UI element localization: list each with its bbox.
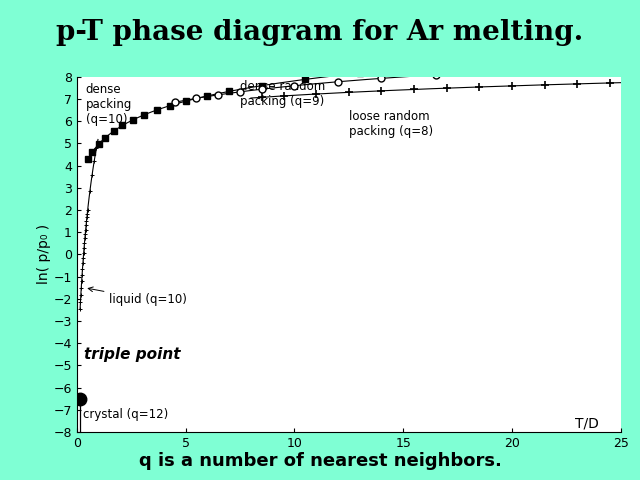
Text: dense
packing
(q=10): dense packing (q=10) (86, 84, 132, 126)
Y-axis label: ln( p/p₀ ): ln( p/p₀ ) (36, 224, 51, 285)
Text: q is a number of nearest neighbors.: q is a number of nearest neighbors. (139, 452, 501, 470)
Text: loose random
packing (q=8): loose random packing (q=8) (349, 110, 433, 138)
Text: liquid (q=10): liquid (q=10) (88, 287, 188, 306)
Text: T/D: T/D (575, 416, 599, 430)
Text: triple point: triple point (84, 347, 181, 362)
Text: crystal (q=12): crystal (q=12) (83, 408, 168, 420)
Text: p-T phase diagram for Ar melting.: p-T phase diagram for Ar melting. (56, 19, 584, 46)
Text: dense random
packing (q=9): dense random packing (q=9) (240, 80, 325, 108)
